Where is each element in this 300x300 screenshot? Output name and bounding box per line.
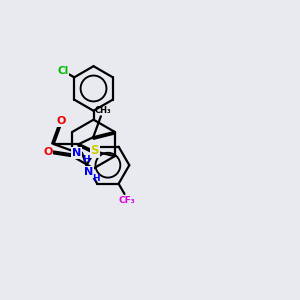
Text: N: N [84, 167, 93, 177]
Text: N: N [72, 148, 81, 158]
Text: H: H [92, 174, 100, 183]
Text: H: H [82, 155, 89, 164]
Text: CF₃: CF₃ [118, 196, 135, 205]
Text: O: O [43, 147, 52, 157]
Text: S: S [91, 144, 99, 158]
Text: Cl: Cl [57, 66, 69, 76]
Text: CH₃: CH₃ [95, 106, 112, 116]
Text: O: O [57, 116, 66, 126]
